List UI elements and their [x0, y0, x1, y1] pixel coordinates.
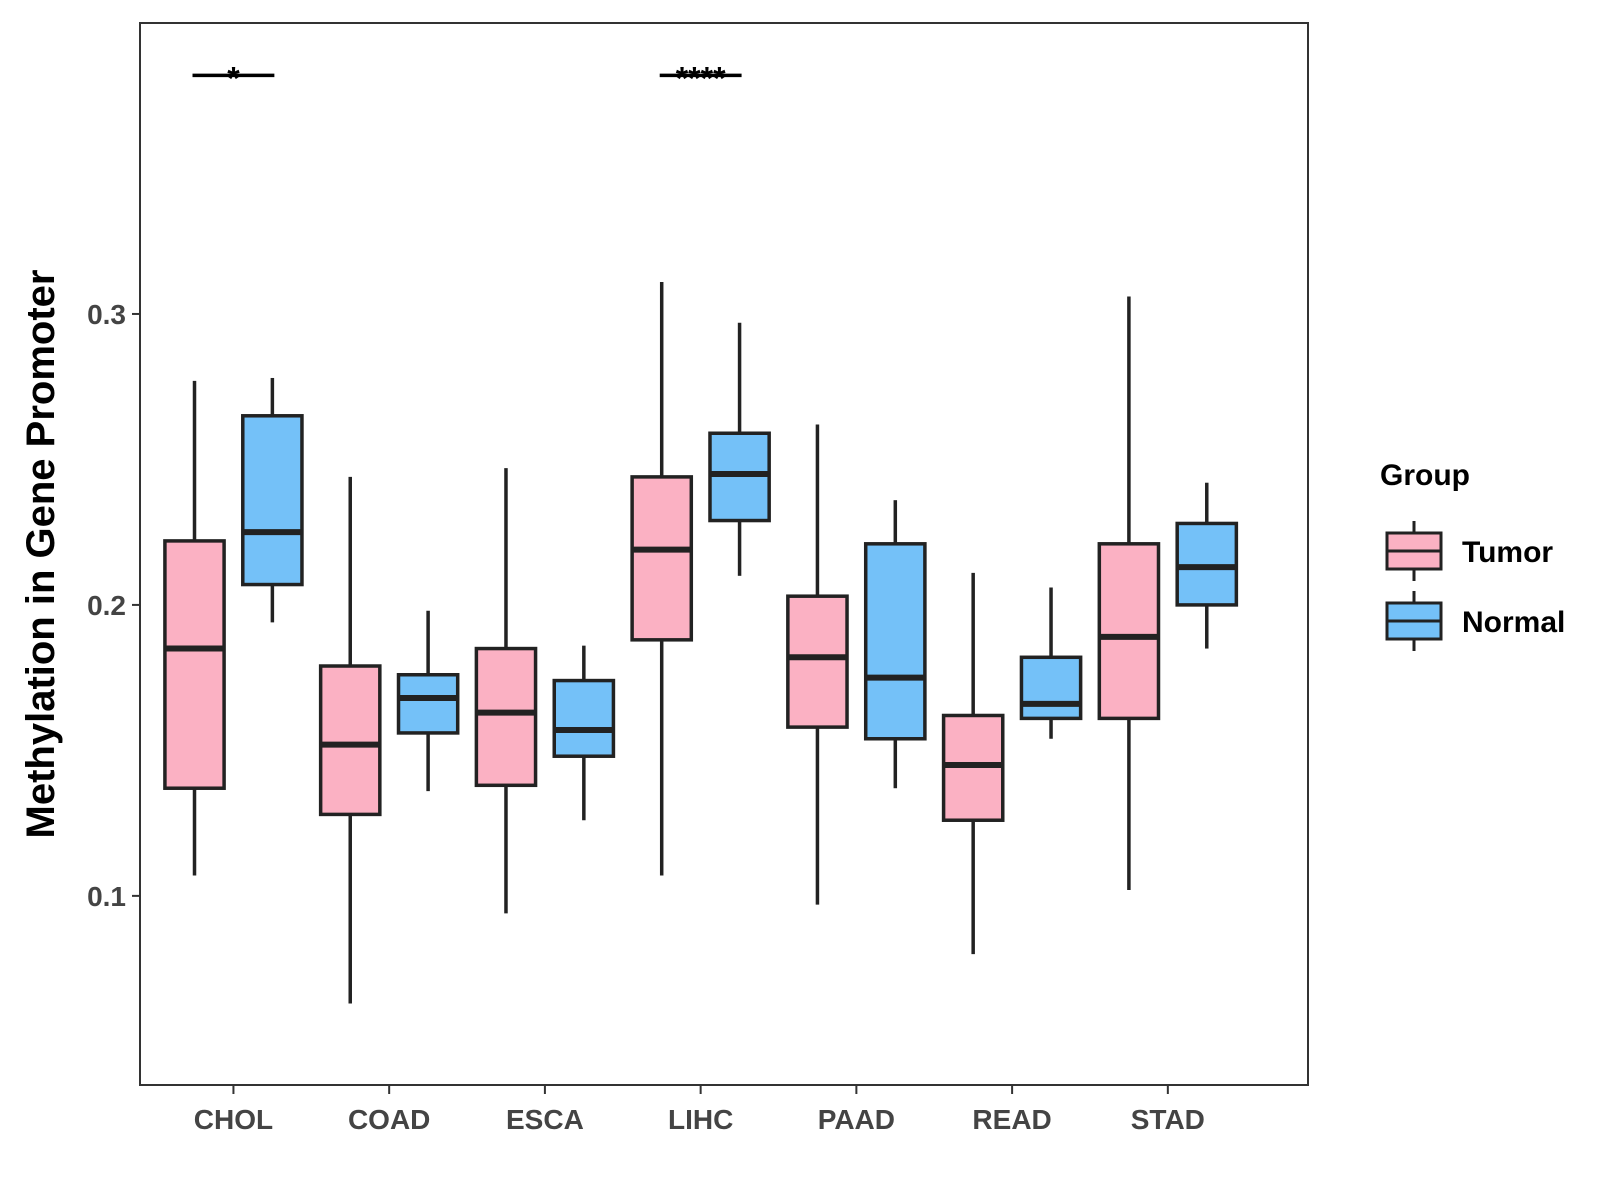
box-stad-normal [1175, 482, 1239, 649]
box-body [163, 539, 226, 790]
box-body [396, 672, 460, 735]
significance-annotations: * **** [192, 60, 742, 96]
box-body [241, 414, 304, 587]
box-esca-tumor [474, 468, 538, 914]
box-body [786, 594, 849, 729]
legend: Group Tumor Normal [1380, 459, 1565, 651]
legend-label: Tumor [1462, 536, 1553, 569]
box-body [552, 678, 616, 758]
x-tick-label-lihc: LIHC [668, 1104, 733, 1135]
significance-label: * [227, 60, 240, 96]
legend-item-tumor: Tumor [1385, 521, 1553, 581]
box-esca-normal [552, 645, 616, 821]
box-stad-tumor [1097, 296, 1161, 891]
legend-item-normal: Normal [1385, 591, 1565, 651]
box-chol-normal [241, 377, 304, 623]
box-paad-normal [863, 500, 927, 789]
box-body [318, 664, 382, 817]
box-body [863, 542, 927, 741]
significance-label: **** [676, 60, 726, 96]
box-read-tumor [941, 572, 1005, 955]
legend-label: Normal [1462, 606, 1565, 639]
box-lihc-tumor [630, 281, 694, 876]
box-paad-tumor [786, 424, 849, 905]
box-read-normal [1019, 587, 1083, 739]
box-group [163, 281, 1239, 1004]
box-body [1097, 542, 1161, 721]
box-body [474, 646, 538, 788]
box-lihc-normal [708, 322, 771, 576]
box-coad-normal [396, 610, 460, 792]
y-axis: 0.1 0.2 0.3 [87, 299, 140, 912]
y-tick-label: 0.3 [87, 299, 126, 330]
box-body [630, 475, 694, 642]
x-axis: CHOL COAD ESCA LIHC PAAD READ STAD [194, 1085, 1205, 1135]
y-axis-title: Methylation in Gene Promoter [19, 270, 63, 839]
y-tick-label: 0.1 [87, 881, 126, 912]
x-tick-label-paad: PAAD [818, 1104, 895, 1135]
x-tick-label-coad: COAD [348, 1104, 430, 1135]
box-coad-tumor [318, 476, 382, 1004]
x-tick-label-stad: STAD [1131, 1104, 1205, 1135]
x-tick-label-read: READ [972, 1104, 1051, 1135]
x-tick-label-chol: CHOL [194, 1104, 273, 1135]
legend-title: Group [1380, 459, 1470, 492]
x-tick-label-esca: ESCA [506, 1104, 584, 1135]
box-body [1019, 655, 1083, 721]
y-tick-label: 0.2 [87, 590, 126, 621]
box-chol-tumor [163, 380, 226, 876]
